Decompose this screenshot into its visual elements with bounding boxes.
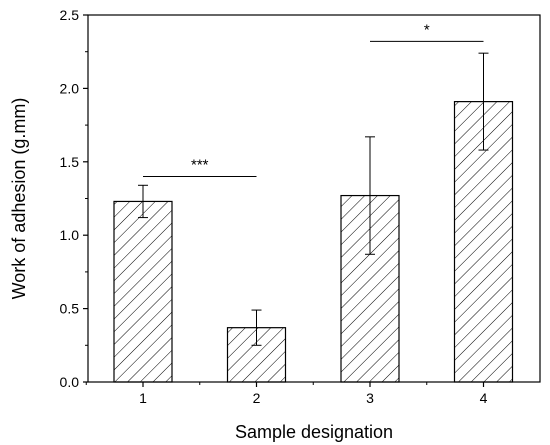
significance-label: ***	[191, 156, 209, 173]
significance-group: ****	[143, 21, 484, 177]
y-tick-label: 1.5	[60, 154, 80, 170]
x-axis-ticks: 1 2 3 4	[85, 382, 488, 406]
x-tick-label: 2	[253, 390, 261, 406]
y-tick-label: 2.0	[60, 80, 80, 96]
bars-group	[113, 101, 514, 383]
y-tick-label: 0.5	[60, 301, 80, 317]
error-bars-group	[138, 52, 489, 346]
y-tick-label: 2.5	[60, 7, 80, 23]
x-tick-label: 4	[480, 390, 488, 406]
y-axis-ticks: 0.0 0.5 1.0 1.5 2.0 2.5	[60, 7, 88, 390]
y-axis-label: Work of adhesion (g.mm)	[9, 98, 29, 300]
x-tick-label: 1	[139, 390, 147, 406]
x-axis-label: Sample designation	[235, 422, 393, 442]
x-tick-label: 3	[366, 390, 374, 406]
y-tick-label: 0.0	[60, 374, 80, 390]
y-tick-label: 1.0	[60, 227, 80, 243]
significance-label: *	[424, 21, 430, 38]
bar-1	[113, 200, 173, 383]
